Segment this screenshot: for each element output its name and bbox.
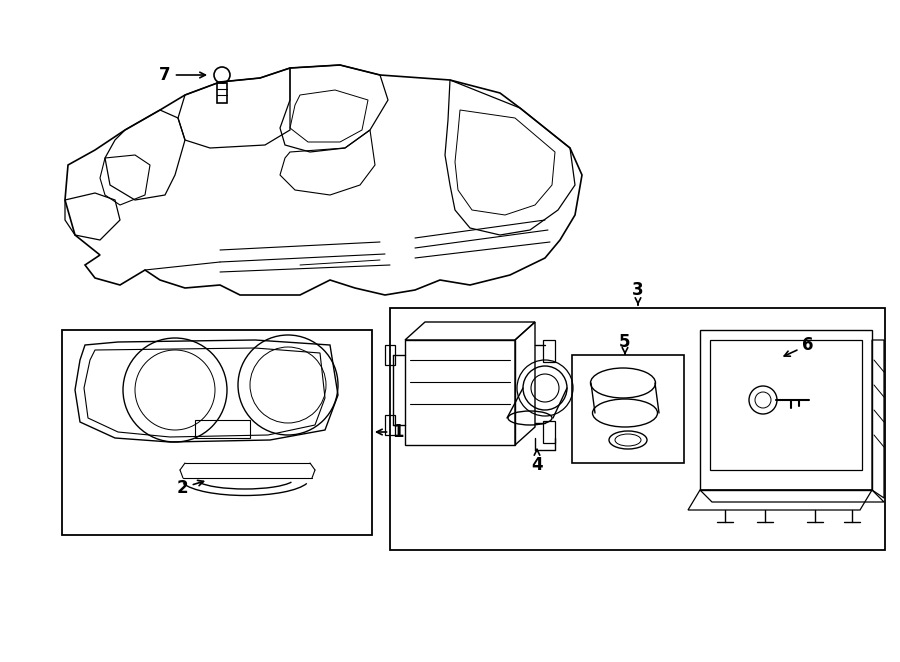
Bar <box>543 340 555 362</box>
Bar <box>543 421 555 443</box>
Text: 6: 6 <box>784 336 814 356</box>
Text: 2: 2 <box>176 479 203 497</box>
Bar <box>572 355 684 463</box>
Bar <box>710 340 862 470</box>
Text: 3: 3 <box>632 281 644 305</box>
Text: 1: 1 <box>376 423 404 441</box>
Bar <box>195 420 250 438</box>
Bar <box>217 83 227 103</box>
Bar <box>385 415 395 435</box>
Text: 5: 5 <box>619 333 631 354</box>
Bar <box>385 345 395 365</box>
Text: 7: 7 <box>159 66 205 84</box>
Bar <box>62 330 372 535</box>
Bar <box>700 330 872 490</box>
Text: 4: 4 <box>531 449 543 474</box>
Bar <box>390 308 885 550</box>
Bar <box>405 340 515 445</box>
